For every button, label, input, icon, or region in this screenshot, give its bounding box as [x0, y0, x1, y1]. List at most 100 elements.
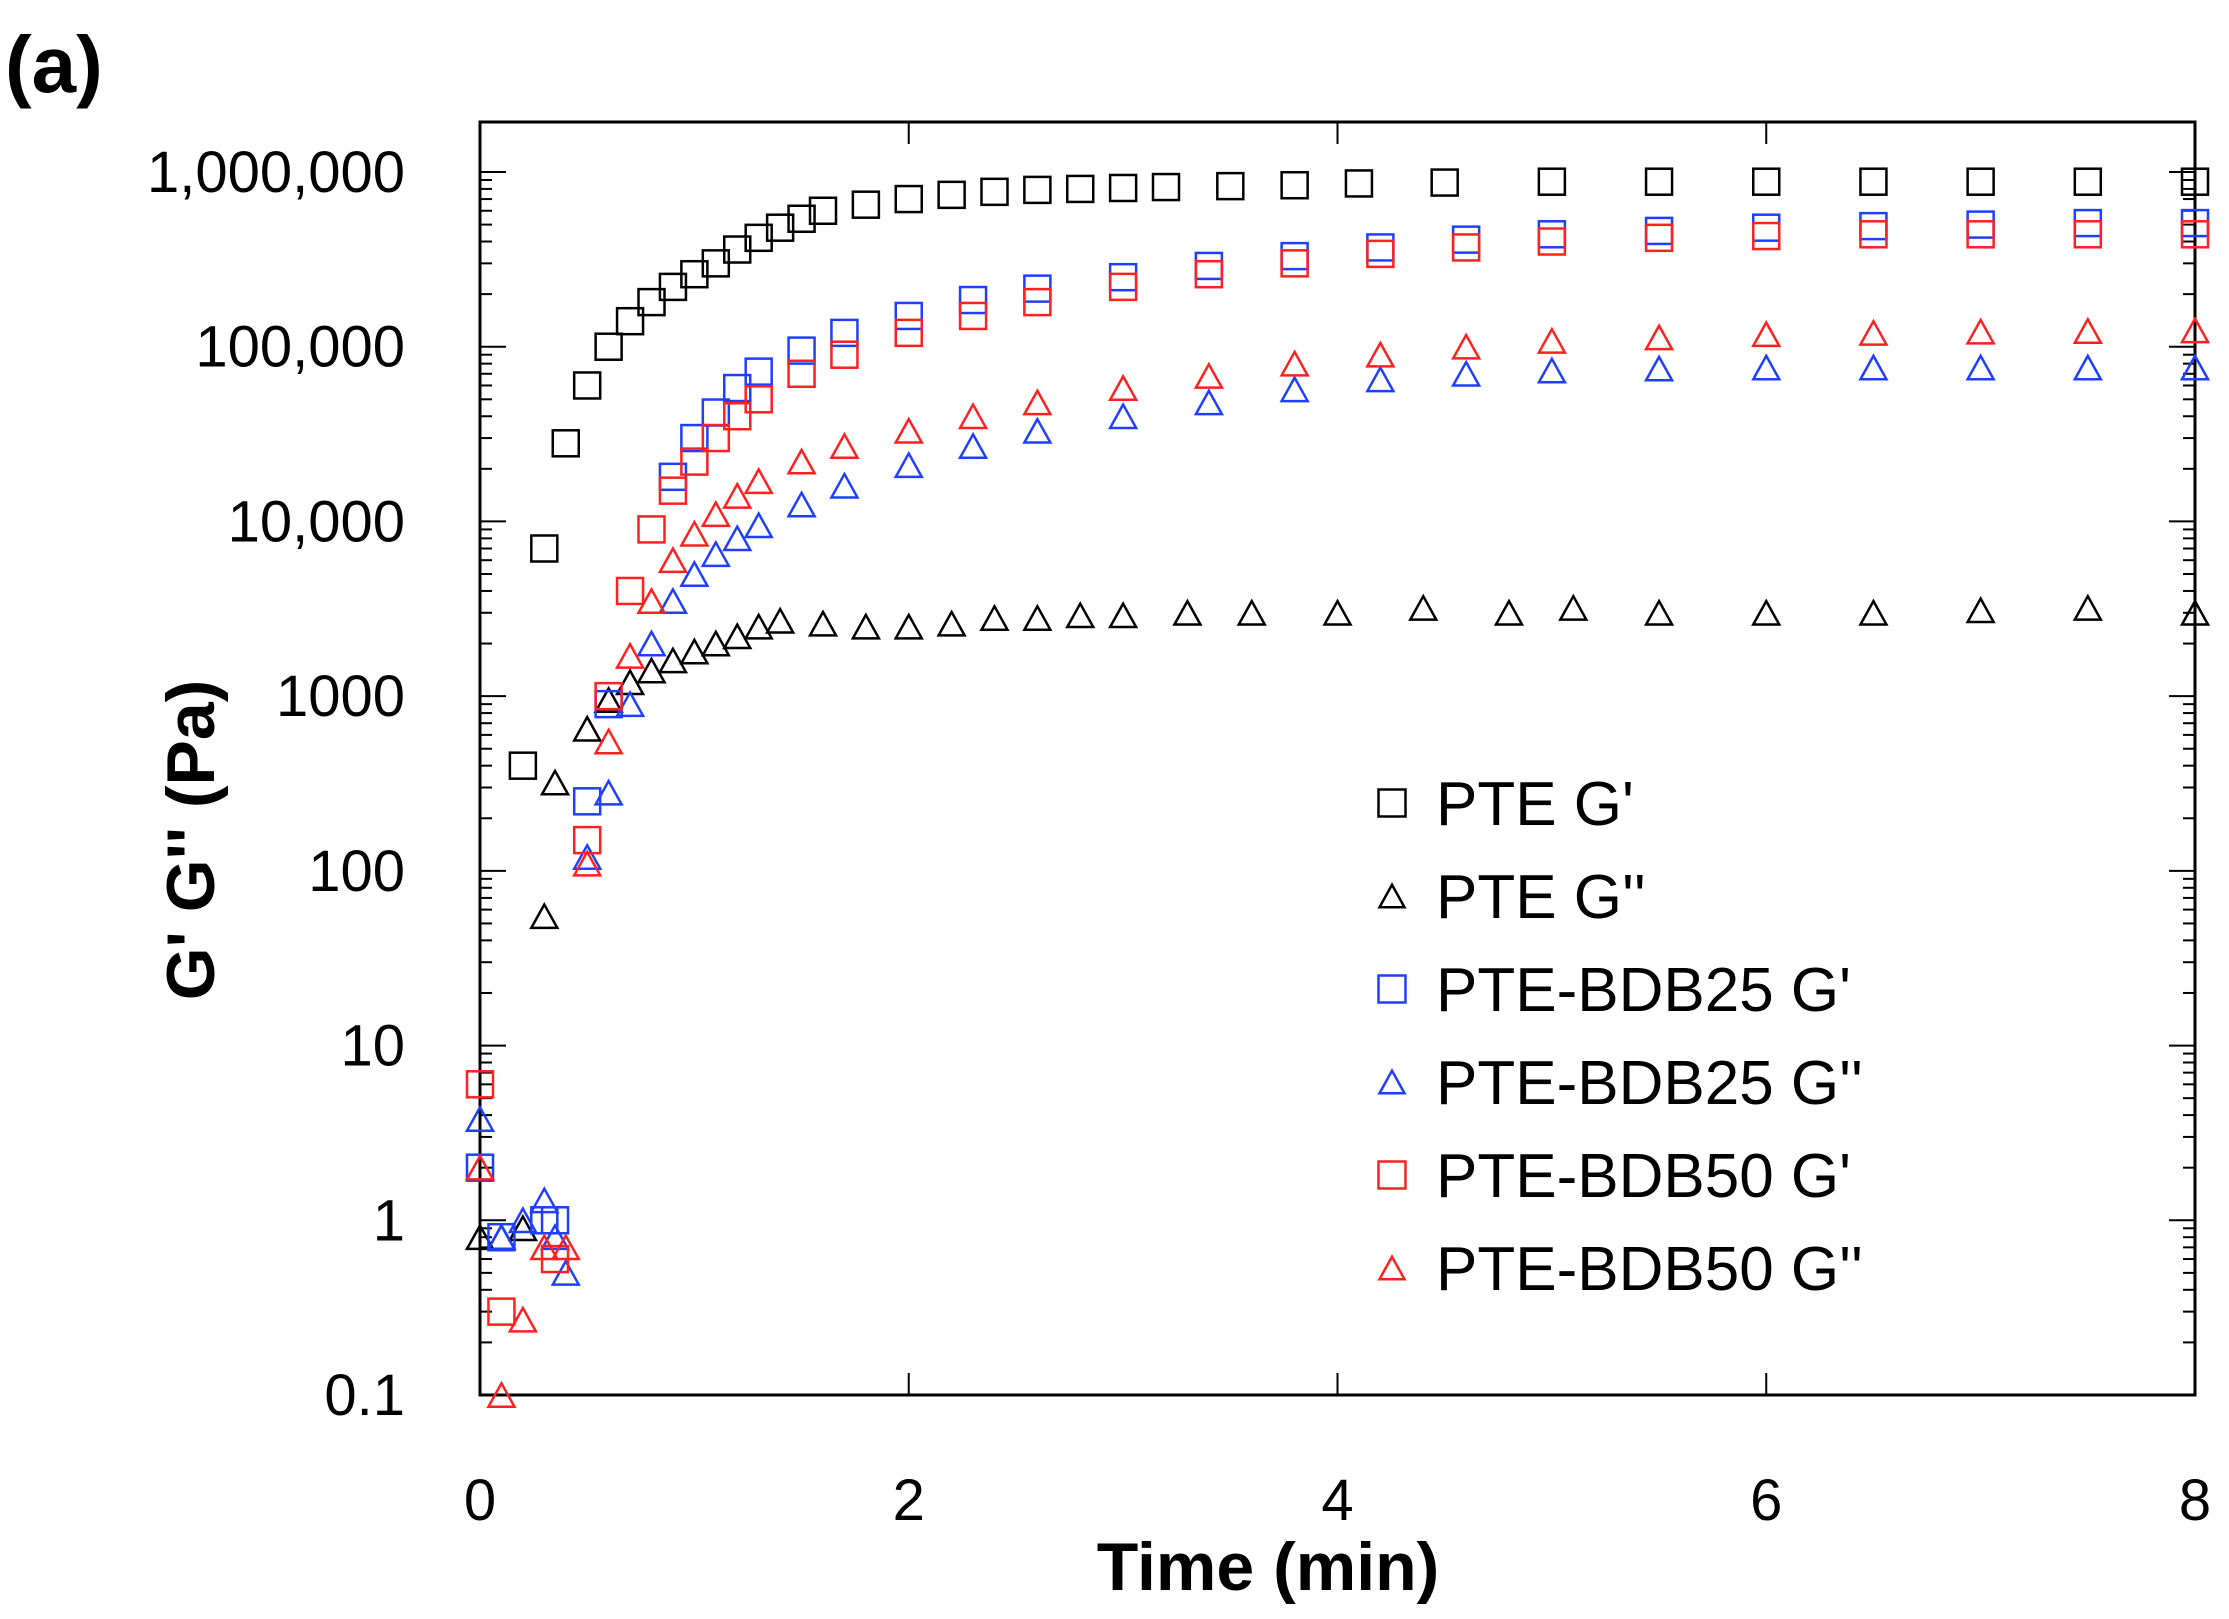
- data-point: [743, 466, 774, 495]
- legend-label: PTE-BDB25 G': [1436, 956, 1851, 1025]
- data-point: [700, 629, 731, 657]
- data-point: [679, 519, 710, 547]
- data-point: [722, 622, 753, 650]
- data-point: [979, 603, 1010, 631]
- series-4: [464, 353, 2211, 1286]
- data-point: [1022, 388, 1053, 416]
- data-point: [701, 423, 731, 453]
- data-point: [679, 559, 710, 587]
- data-point: [637, 515, 666, 544]
- data-point: [786, 447, 817, 475]
- data-point: [765, 213, 795, 242]
- data-markers: [464, 167, 2211, 1408]
- data-point: [1966, 220, 1995, 249]
- series-2: [464, 593, 2211, 1251]
- data-point: [507, 1206, 538, 1234]
- data-point: [1408, 593, 1439, 621]
- data-point: [1366, 239, 1395, 269]
- data-point: [807, 609, 839, 637]
- series-3: [465, 208, 2210, 1252]
- data-point: [1644, 167, 1674, 196]
- data-point: [894, 184, 923, 214]
- legend: PTE G' PTE G'' PTE-BDB25 G' PTE-BDB25 G'' PT…: [1377, 770, 1863, 1304]
- data-point: [680, 447, 709, 476]
- x-axis: 0 2 4 6 8: [464, 122, 2211, 1533]
- data-point: [722, 524, 753, 552]
- data-point: [1558, 593, 1589, 621]
- data-point: [1858, 318, 1889, 346]
- data-point: [657, 545, 689, 574]
- data-point: [1644, 216, 1674, 246]
- data-point: [744, 223, 773, 253]
- data-point: [1859, 220, 1888, 249]
- legend-label: PTE G': [1436, 770, 1634, 839]
- data-point: [1858, 598, 1889, 626]
- data-point: [893, 416, 924, 444]
- data-point: [1451, 332, 1482, 360]
- data-point: [1537, 227, 1567, 256]
- data-point: [1280, 170, 1309, 200]
- data-point: [787, 336, 816, 365]
- data-point: [551, 429, 580, 458]
- data-point: [657, 646, 689, 674]
- data-point: [893, 450, 924, 479]
- series-1: [508, 167, 2210, 780]
- data-point: [894, 318, 923, 348]
- legend-marker: [1377, 882, 1407, 909]
- data-point: [1965, 596, 1996, 624]
- data-point: [1193, 388, 1224, 416]
- data-point: [1643, 598, 1675, 626]
- data-point: [787, 204, 816, 234]
- y-axis: 0.1 1 10 100 1000 10,000 100,000 1,000,000: [147, 140, 2195, 1428]
- data-point: [465, 1070, 495, 1099]
- data-point: [1430, 168, 1459, 197]
- data-point: [529, 901, 560, 930]
- data-point: [1365, 365, 1396, 393]
- data-point: [2179, 353, 2211, 381]
- data-point: [2073, 167, 2103, 196]
- data-point: [1216, 171, 1245, 201]
- data-point: [980, 177, 1009, 207]
- data-point: [722, 481, 753, 509]
- data-point: [1108, 601, 1139, 629]
- data-point: [850, 612, 881, 640]
- data-point: [1858, 353, 1889, 381]
- data-point: [723, 373, 752, 403]
- data-point: [1965, 353, 1996, 381]
- data-point: [1537, 167, 1567, 196]
- legend-label: PTE-BDB25 G'': [1436, 1049, 1863, 1118]
- data-point: [1108, 373, 1139, 401]
- data-point: [1751, 598, 1782, 626]
- data-point: [2179, 598, 2211, 626]
- data-point: [636, 629, 667, 657]
- data-point: [1536, 326, 1567, 354]
- data-point: [1193, 361, 1224, 389]
- data-point: [486, 1222, 517, 1251]
- data-point: [550, 1233, 581, 1261]
- data-point: [851, 190, 881, 219]
- data-point: [1966, 167, 1995, 196]
- data-point: [614, 641, 646, 669]
- data-point: [572, 842, 603, 870]
- x-axis-title: Time (min): [1097, 1529, 1440, 1605]
- data-point: [1643, 323, 1675, 351]
- data-point: [539, 1222, 571, 1251]
- data-point: [572, 849, 603, 877]
- data-point: [744, 357, 773, 386]
- data-point: [594, 681, 623, 711]
- x-tick-label: 6: [1750, 1468, 1782, 1533]
- data-point: [593, 727, 624, 755]
- data-point: [1451, 359, 1482, 387]
- data-point: [529, 1186, 560, 1214]
- data-point: [1966, 210, 1995, 239]
- data-point: [787, 359, 816, 389]
- data-point: [2073, 220, 2103, 249]
- data-point: [593, 685, 624, 713]
- data-point: [1066, 174, 1095, 204]
- data-point: [808, 196, 838, 226]
- data-point: [2180, 167, 2210, 196]
- data-point: [743, 511, 774, 539]
- data-point: [636, 586, 667, 615]
- data-point: [1151, 172, 1181, 202]
- data-point: [700, 539, 731, 568]
